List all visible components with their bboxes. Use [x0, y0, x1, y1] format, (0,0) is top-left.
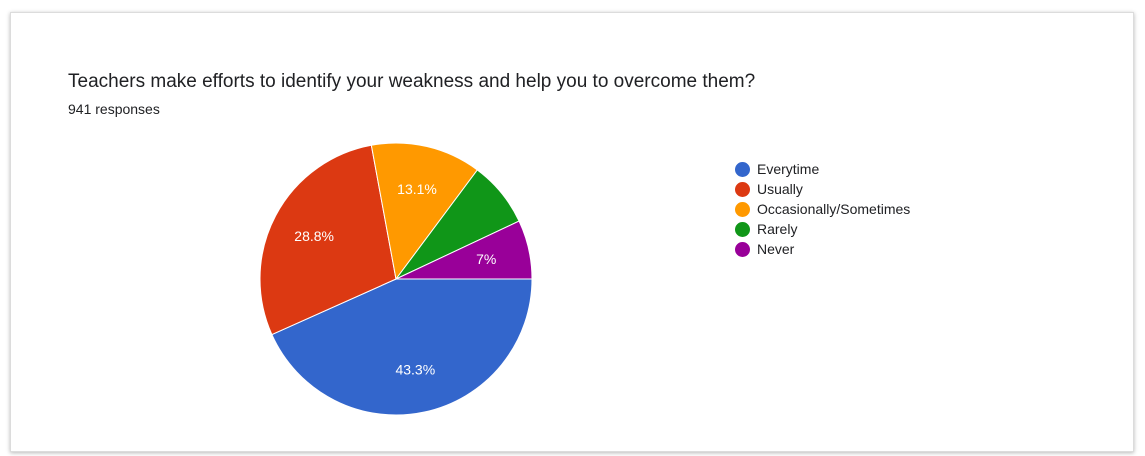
legend-swatch-everytime: [735, 161, 750, 177]
legend-label-usually: Usually: [757, 181, 803, 197]
chart-legend: Everytime Usually Occasionally/Sometimes…: [735, 159, 910, 259]
chart-title: Teachers make efforts to identify your w…: [68, 71, 756, 92]
legend-item-never[interactable]: Never: [735, 239, 910, 259]
chart-card: Teachers make efforts to identify your w…: [10, 12, 1134, 452]
legend-swatch-occasionally-sometimes: [735, 201, 750, 217]
legend-label-never: Never: [757, 241, 795, 257]
pie-label-everytime: 43.3%: [395, 361, 435, 377]
legend-swatch-never: [735, 241, 750, 257]
pie-label-occasionally-sometimes: 13.1%: [397, 181, 437, 197]
pie-slice-usually[interactable]: [259, 144, 397, 336]
legend-item-occasionally-sometimes[interactable]: Occasionally/Sometimes: [735, 199, 910, 219]
pie-slice-everytime[interactable]: [271, 278, 533, 416]
pie-slice-never[interactable]: [395, 220, 533, 280]
legend-item-rarely[interactable]: Rarely: [735, 219, 910, 239]
legend-swatch-rarely: [735, 221, 750, 237]
legend-label-everytime: Everytime: [757, 161, 820, 177]
legend-item-everytime[interactable]: Everytime: [735, 159, 910, 179]
pie-label-never: 7%: [476, 251, 496, 267]
legend-label-rarely: Rarely: [757, 221, 798, 237]
legend-swatch-usually: [735, 181, 750, 197]
legend-item-usually[interactable]: Usually: [735, 179, 910, 199]
pie-chart: 43.3% 28.8% 13.1% 7%: [259, 142, 533, 416]
response-count: 941 responses: [68, 101, 160, 117]
pie-label-usually: 28.8%: [294, 228, 334, 244]
pie-slice-occasionally-sometimes[interactable]: [370, 142, 479, 281]
legend-label-occasionally-sometimes: Occasionally/Sometimes: [757, 201, 911, 217]
